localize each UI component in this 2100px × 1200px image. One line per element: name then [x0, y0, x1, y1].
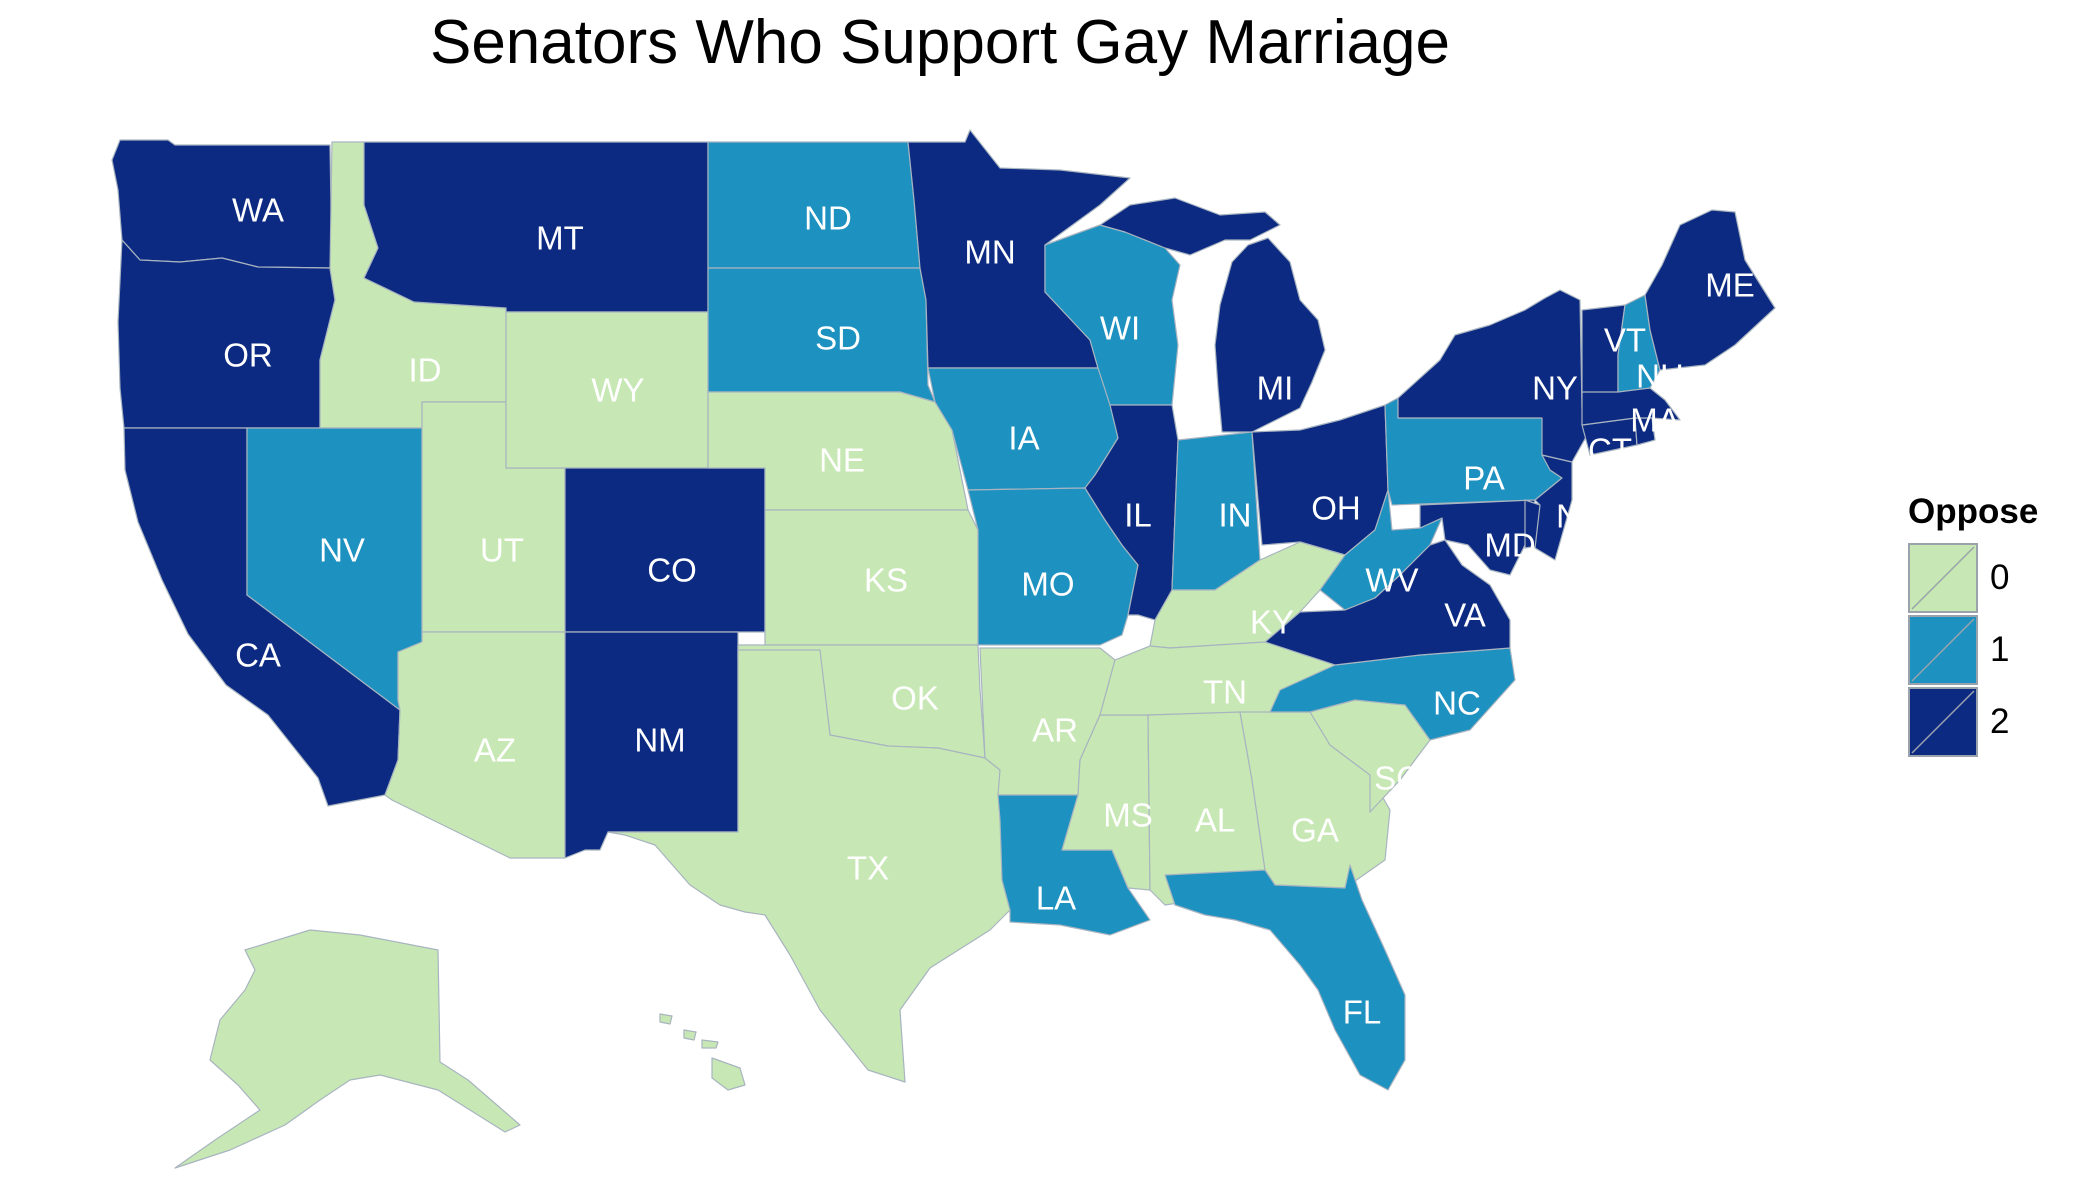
state-label-VT: VT	[1604, 322, 1646, 359]
legend-label-1: 1	[1990, 630, 2010, 669]
state-label-LA: LA	[1036, 880, 1076, 917]
state-label-NC: NC	[1433, 685, 1481, 722]
state-label-RI: RI	[1654, 432, 1687, 469]
state-label-ID: ID	[409, 352, 442, 389]
state-label-PA: PA	[1463, 460, 1505, 497]
us-choropleth-map: WA OR CA ID NV UT AZ MT WY CO NM ND SD NE KS OK TX MN IA MO…	[111, 129, 1776, 1169]
state-label-WY: WY	[591, 372, 644, 409]
state-NJ[interactable]	[1534, 454, 1573, 561]
state-TX[interactable]	[607, 649, 1011, 1083]
state-label-SC: SC	[1374, 760, 1420, 797]
legend-title: Oppose	[1908, 492, 2039, 531]
state-NY[interactable]	[1397, 289, 1591, 463]
state-label-NE: NE	[819, 442, 865, 479]
state-label-UT: UT	[480, 532, 524, 569]
state-label-MD: MD	[1484, 527, 1535, 564]
legend-label-2: 2	[1990, 702, 2010, 741]
state-label-MS: MS	[1103, 797, 1153, 834]
state-label-NH: NH	[1636, 358, 1684, 395]
state-label-SD: SD	[815, 320, 861, 357]
state-label-FL: FL	[1343, 994, 1382, 1031]
legend: Oppose 0 1 2	[1908, 492, 2098, 758]
legend-item-1: 1	[1908, 614, 2098, 686]
state-label-MI: MI	[1257, 370, 1294, 407]
state-label-MT: MT	[536, 220, 584, 257]
legend-swatch-2	[1908, 687, 1978, 757]
state-HI[interactable]	[659, 1013, 746, 1091]
state-label-CO: CO	[647, 552, 697, 589]
state-label-NM: NM	[634, 722, 685, 759]
state-MA[interactable]	[1581, 387, 1681, 426]
map-title: Senators Who Support Gay Marriage	[429, 8, 1451, 77]
state-VA[interactable]	[1264, 539, 1511, 666]
state-MI[interactable]	[1214, 237, 1326, 433]
legend-swatch-0	[1908, 543, 1978, 613]
state-WA[interactable]	[111, 139, 333, 269]
state-OR[interactable]	[117, 239, 336, 429]
state-label-IA: IA	[1008, 420, 1039, 457]
state-label-NY: NY	[1532, 370, 1578, 407]
state-label-AR: AR	[1032, 712, 1078, 749]
state-label-DE: D	[1531, 552, 1555, 589]
legend-item-0: 0	[1908, 542, 2098, 614]
state-label-OK: OK	[891, 680, 939, 717]
state-AK[interactable]	[174, 929, 521, 1169]
legend-swatch-1	[1908, 615, 1978, 685]
state-label-OH: OH	[1311, 490, 1361, 527]
state-label-GA: GA	[1291, 812, 1339, 849]
state-label-AL: AL	[1195, 802, 1235, 839]
state-AZ[interactable]	[384, 631, 566, 859]
state-label-CT: CT	[1588, 432, 1632, 469]
state-label-WI: WI	[1100, 310, 1140, 347]
state-label-KY: KY	[1250, 604, 1294, 641]
state-MI-upper[interactable]	[1099, 197, 1281, 256]
state-labels: WA OR CA ID NV UT AZ MT WY CO NM ND SD NE KS OK TX MN IA MO…	[223, 192, 1755, 1031]
state-WV[interactable]	[1319, 489, 1443, 611]
legend-label-0: 0	[1990, 558, 2010, 597]
state-label-NV: NV	[319, 532, 365, 569]
state-label-MA: MA	[1630, 402, 1680, 439]
state-label-VA: VA	[1444, 597, 1486, 634]
state-label-KS: KS	[864, 562, 908, 599]
state-label-IN: IN	[1219, 497, 1252, 534]
state-FL[interactable]	[1164, 864, 1406, 1091]
state-label-WV: WV	[1365, 562, 1418, 599]
state-label-CA: CA	[235, 637, 281, 674]
state-label-WA: WA	[232, 192, 284, 229]
state-label-MO: MO	[1021, 566, 1074, 603]
state-label-ME: ME	[1705, 267, 1755, 304]
state-OH[interactable]	[1251, 404, 1389, 556]
state-label-NJ: N	[1556, 498, 1580, 535]
state-label-TN: TN	[1203, 674, 1247, 711]
state-label-TX: TX	[847, 850, 889, 887]
state-CO[interactable]	[564, 467, 766, 633]
state-label-AZ: AZ	[474, 732, 516, 769]
state-label-OR: OR	[223, 337, 273, 374]
legend-item-2: 2	[1908, 686, 2098, 758]
state-label-ND: ND	[804, 200, 852, 237]
state-label-MN: MN	[964, 234, 1015, 271]
state-ME[interactable]	[1644, 209, 1776, 371]
state-label-IL: IL	[1124, 497, 1152, 534]
